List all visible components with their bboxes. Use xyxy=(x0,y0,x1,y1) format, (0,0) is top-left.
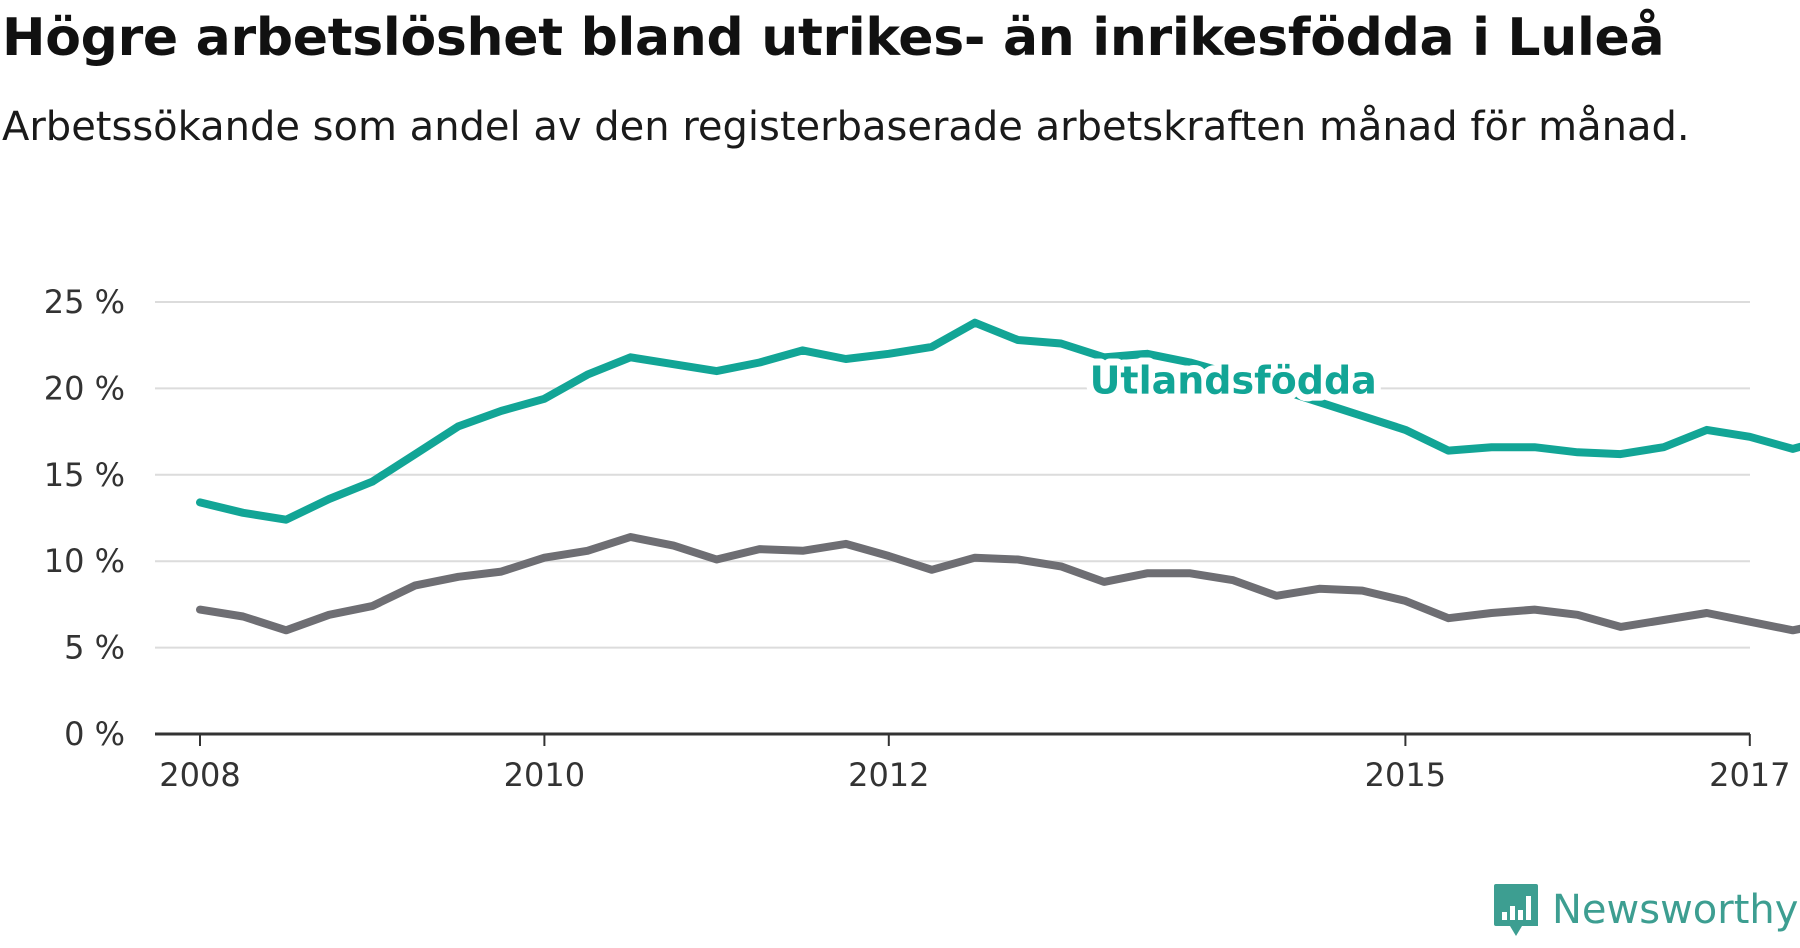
series-label-halo: Utlandsfödda xyxy=(1090,359,1377,403)
series-labels: UtlandsföddaUtlandsfödda10,3 %Total arbe… xyxy=(1083,352,1384,410)
y-tick-label: 25 % xyxy=(44,283,125,321)
x-tick-label: 2015 xyxy=(1365,756,1446,794)
x-tick-label: 2017 xyxy=(1709,756,1790,794)
brand-logo: Newsworthy xyxy=(1492,880,1798,940)
newsworthy-logo-icon xyxy=(1494,884,1538,936)
series-line-total xyxy=(196,533,1800,635)
chart-subtitle: Arbetssökande som andel av den registerb… xyxy=(2,104,1690,150)
y-axis-ticks: 0 % 5 % 10 % 15 % 20 % 25 % xyxy=(44,283,125,753)
y-tick-label: 0 % xyxy=(64,715,125,753)
x-tick-label: 2008 xyxy=(159,756,240,794)
x-axis-ticks: 20082010201220152017202020222024 xyxy=(159,734,1791,794)
chart-title: Högre arbetslöshet bland utrikes- än inr… xyxy=(2,8,1665,68)
y-tick-label: 10 % xyxy=(44,542,125,580)
series-line-utlandsfodda xyxy=(196,318,1800,524)
brand-name: Newsworthy xyxy=(1552,887,1799,933)
y-tick-label: 15 % xyxy=(44,456,125,494)
gridlines xyxy=(155,301,1750,649)
series-lines xyxy=(196,318,1800,635)
x-tick-label: 2010 xyxy=(504,756,585,794)
x-tick-label: 2012 xyxy=(848,756,929,794)
y-tick-label: 20 % xyxy=(44,369,125,407)
y-tick-label: 5 % xyxy=(64,629,125,667)
series-label: Utlandsfödda xyxy=(1090,359,1377,403)
